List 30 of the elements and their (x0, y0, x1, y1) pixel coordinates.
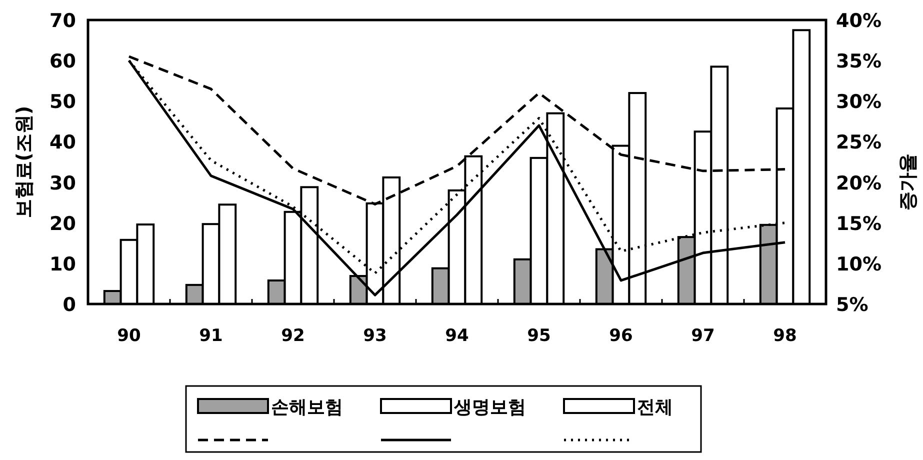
x-tick-label: 97 (691, 326, 715, 346)
legend-label: 전체 (637, 397, 673, 418)
y2-tick-label: 5% (836, 294, 868, 316)
y-tick-label: 20 (50, 212, 76, 235)
y-tick-label: 70 (50, 10, 76, 32)
x-tick-label: 90 (117, 326, 141, 346)
x-tick-label: 94 (445, 326, 469, 346)
y2-tick-label: 15% (836, 212, 882, 235)
y-tick-label: 0 (62, 294, 76, 316)
y-tick-label: 10 (50, 253, 76, 276)
y-tick-label: 40 (50, 132, 76, 154)
y2-tick-label: 35% (836, 50, 882, 73)
legend-label: 생명보험 (453, 397, 526, 418)
x-tick-label: 95 (527, 326, 551, 346)
y-tick-label: 60 (50, 50, 76, 73)
y-tick-label: 30 (50, 172, 76, 194)
x-tick-label: 92 (281, 326, 305, 346)
y2-tick-label: 10% (836, 253, 882, 276)
y2-axis-title: 증가율 (897, 154, 919, 210)
y-tick-label: 50 (50, 91, 76, 114)
x-tick-label: 98 (773, 326, 797, 346)
y2-tick-label: 25% (836, 132, 882, 154)
y-axis-title: 보험료(조원) (13, 106, 35, 218)
y2-tick-label: 30% (836, 91, 882, 114)
y2-tick-label: 40% (836, 10, 882, 32)
legend-label: 손해보험 (271, 397, 343, 418)
x-tick-label: 93 (363, 326, 387, 346)
x-tick-label: 91 (199, 326, 223, 346)
x-tick-label: 96 (609, 326, 633, 346)
y2-tick-label: 20% (836, 172, 882, 194)
